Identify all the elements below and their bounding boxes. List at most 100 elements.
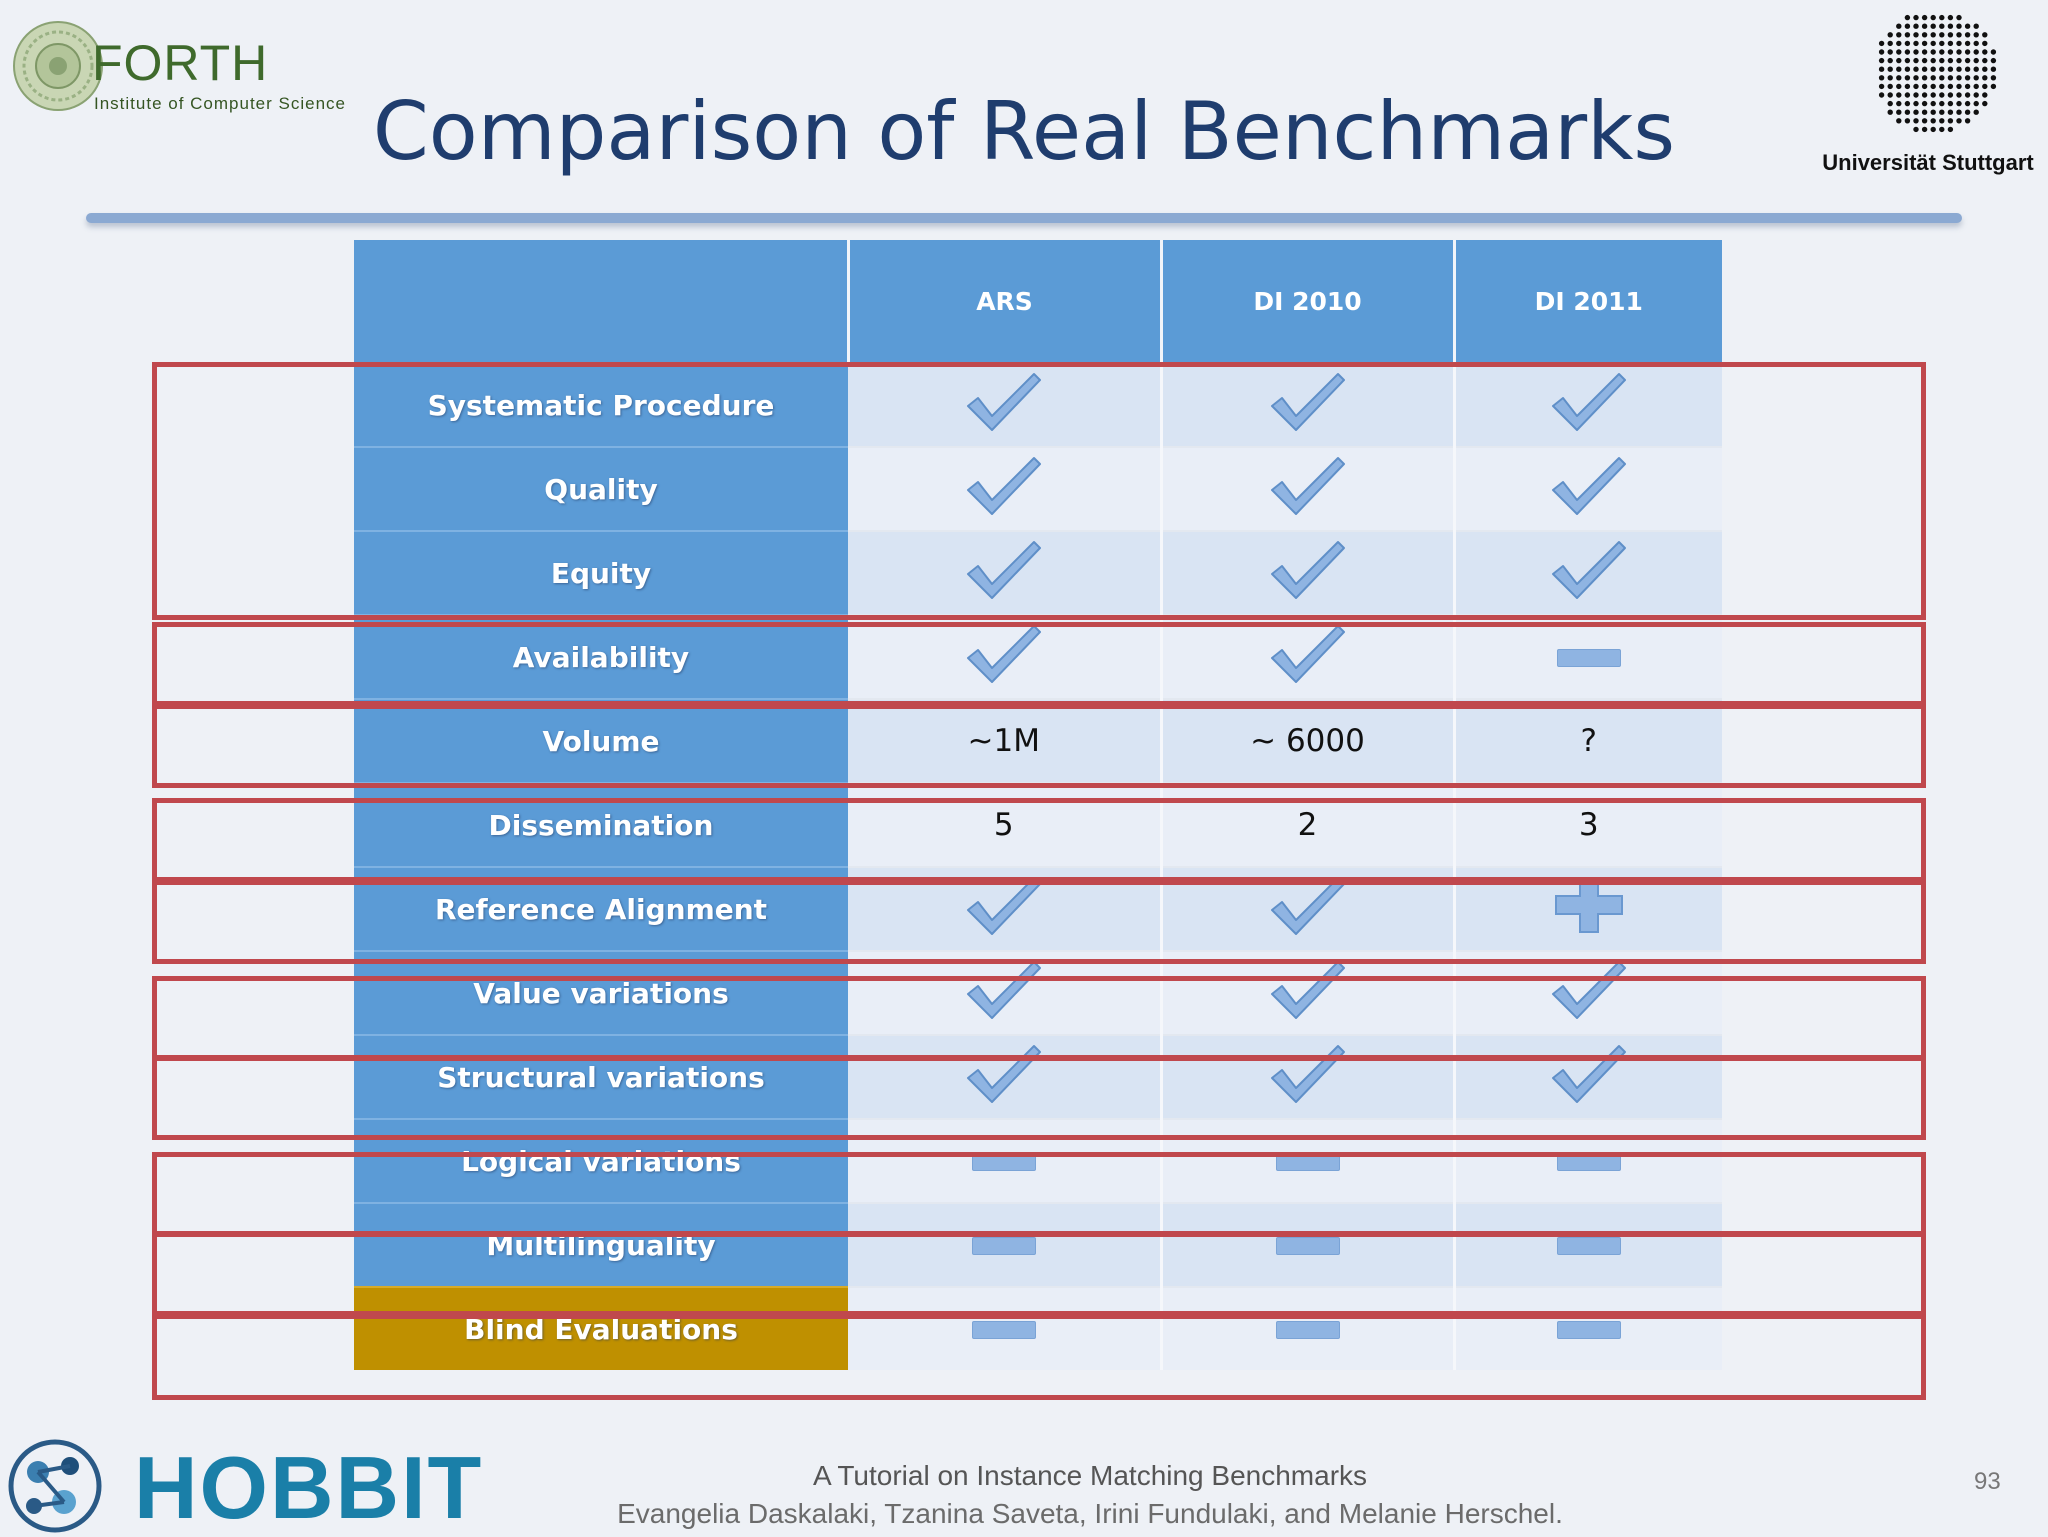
table-row: Volume ~1M ~ 6000? — [354, 698, 1722, 783]
check-icon — [1551, 457, 1626, 515]
hobbit-logo: HOBBIT — [0, 1428, 481, 1536]
cell-di2010 — [1161, 1034, 1456, 1119]
cell-di2010 — [1161, 1202, 1456, 1287]
cell-di2011 — [1454, 1034, 1722, 1119]
cell-value: 3 — [1578, 807, 1599, 843]
check-icon — [1270, 961, 1345, 1019]
cell-di2011 — [1454, 1118, 1722, 1203]
check-icon — [966, 877, 1041, 935]
dash-icon — [1556, 1237, 1621, 1255]
check-icon — [966, 541, 1041, 599]
cell-di2010 — [1161, 614, 1456, 699]
uni-stuttgart-name: Universität Stuttgart — [1822, 150, 2034, 175]
dash-icon — [1275, 1153, 1340, 1171]
row-label: Quality — [354, 446, 848, 531]
page-number: 93 — [1974, 1468, 2001, 1495]
check-icon — [1270, 541, 1345, 599]
cell-di2010 — [1161, 362, 1456, 447]
table-row: Dissemination 5 2 3 — [354, 782, 1722, 867]
cell-di2011 — [1454, 1286, 1722, 1370]
table-row: Quality — [354, 446, 1722, 531]
dash-icon — [971, 1321, 1036, 1339]
row-label: Structural variations — [354, 1034, 848, 1119]
cell-di2010 — [1161, 1118, 1456, 1203]
cell-di2011: ? — [1454, 698, 1722, 783]
uni-stuttgart-dots-icon — [1878, 14, 1997, 133]
cell-di2011 — [1454, 446, 1722, 531]
cell-di2011 — [1454, 866, 1722, 951]
check-icon — [966, 1045, 1041, 1103]
check-icon — [1551, 541, 1626, 599]
cell-ars — [848, 950, 1163, 1035]
footer-tutorial-title: A Tutorial on Instance Matching Benchmar… — [812, 1460, 1368, 1491]
forth-emblem-icon — [13, 21, 103, 111]
plus-icon — [1554, 877, 1623, 933]
row-label: Blind Evaluations — [354, 1286, 848, 1370]
cell-value: 5 — [993, 807, 1014, 843]
cell-di2010 — [1161, 446, 1456, 531]
table-row: Systematic Procedure — [354, 362, 1722, 447]
check-icon — [966, 457, 1041, 515]
row-label: Availability — [354, 614, 848, 699]
cell-ars — [848, 614, 1163, 699]
table-row: Reference Alignment — [354, 866, 1722, 951]
slide-title: Comparison of Real Benchmarks — [372, 85, 1676, 178]
title-rule — [86, 213, 1962, 223]
forth-logo-name: FORTH — [92, 35, 269, 91]
dash-icon — [1556, 649, 1621, 667]
cell-di2010 — [1161, 866, 1456, 951]
cell-di2011 — [1454, 1202, 1722, 1287]
check-icon — [1551, 373, 1626, 431]
cell-di2011 — [1454, 614, 1722, 699]
cell-di2010: 2 — [1161, 782, 1456, 867]
check-icon — [1270, 457, 1345, 515]
check-icon — [1270, 373, 1345, 431]
row-label: Logical variations — [354, 1118, 848, 1203]
cell-di2010 — [1161, 1286, 1456, 1370]
check-icon — [1551, 1045, 1626, 1103]
check-icon — [1270, 877, 1345, 935]
check-icon — [966, 625, 1041, 683]
row-label: Value variations — [354, 950, 848, 1035]
forth-logo-subtitle: Institute of Computer Science — [94, 94, 347, 113]
cell-value: ~ 6000 — [1250, 723, 1365, 759]
cell-ars — [848, 1034, 1163, 1119]
cell-di2011 — [1454, 950, 1722, 1035]
table-row: Blind Evaluations — [354, 1286, 1722, 1370]
cell-ars — [848, 1202, 1163, 1287]
column-header-ars: ARS — [848, 240, 1163, 363]
table-row: Availability — [354, 614, 1722, 699]
cell-di2011: 3 — [1454, 782, 1722, 867]
dash-icon — [1275, 1237, 1340, 1255]
dash-icon — [971, 1153, 1036, 1171]
table-row: Equity — [354, 530, 1722, 615]
header-corner — [354, 240, 850, 363]
forth-logo: FORTH Institute of Computer Science — [10, 12, 410, 122]
dash-icon — [971, 1237, 1036, 1255]
cell-value: ? — [1580, 723, 1597, 759]
footer-authors: Evangelia Daskalaki, Tzanina Saveta, Iri… — [617, 1498, 1563, 1529]
cell-di2010 — [1161, 530, 1456, 615]
check-icon — [966, 373, 1041, 431]
row-label: Volume — [354, 698, 848, 783]
column-header-di2010: DI 2010 — [1161, 240, 1456, 363]
row-label: Reference Alignment — [354, 866, 848, 951]
table-row: Multilinguality — [354, 1202, 1722, 1287]
cell-ars — [848, 446, 1163, 531]
row-label: Multilinguality — [354, 1202, 848, 1287]
uni-stuttgart-logo: Universität Stuttgart — [1810, 6, 2046, 176]
hobbit-network-icon — [8, 1439, 102, 1533]
comparison-table: ARS DI 2010 DI 2011 Systematic Procedure… — [354, 240, 1722, 1370]
dash-icon — [1556, 1153, 1621, 1171]
table-row: Logical variations — [354, 1118, 1722, 1203]
row-label: Dissemination — [354, 782, 848, 867]
cell-di2010 — [1161, 950, 1456, 1035]
cell-ars — [848, 362, 1163, 447]
column-header-di2011: DI 2011 — [1454, 240, 1722, 363]
cell-di2011 — [1454, 530, 1722, 615]
check-icon — [1551, 961, 1626, 1019]
check-icon — [1270, 1045, 1345, 1103]
cell-di2011 — [1454, 362, 1722, 447]
check-icon — [966, 961, 1041, 1019]
table-row: Structural variations — [354, 1034, 1722, 1119]
